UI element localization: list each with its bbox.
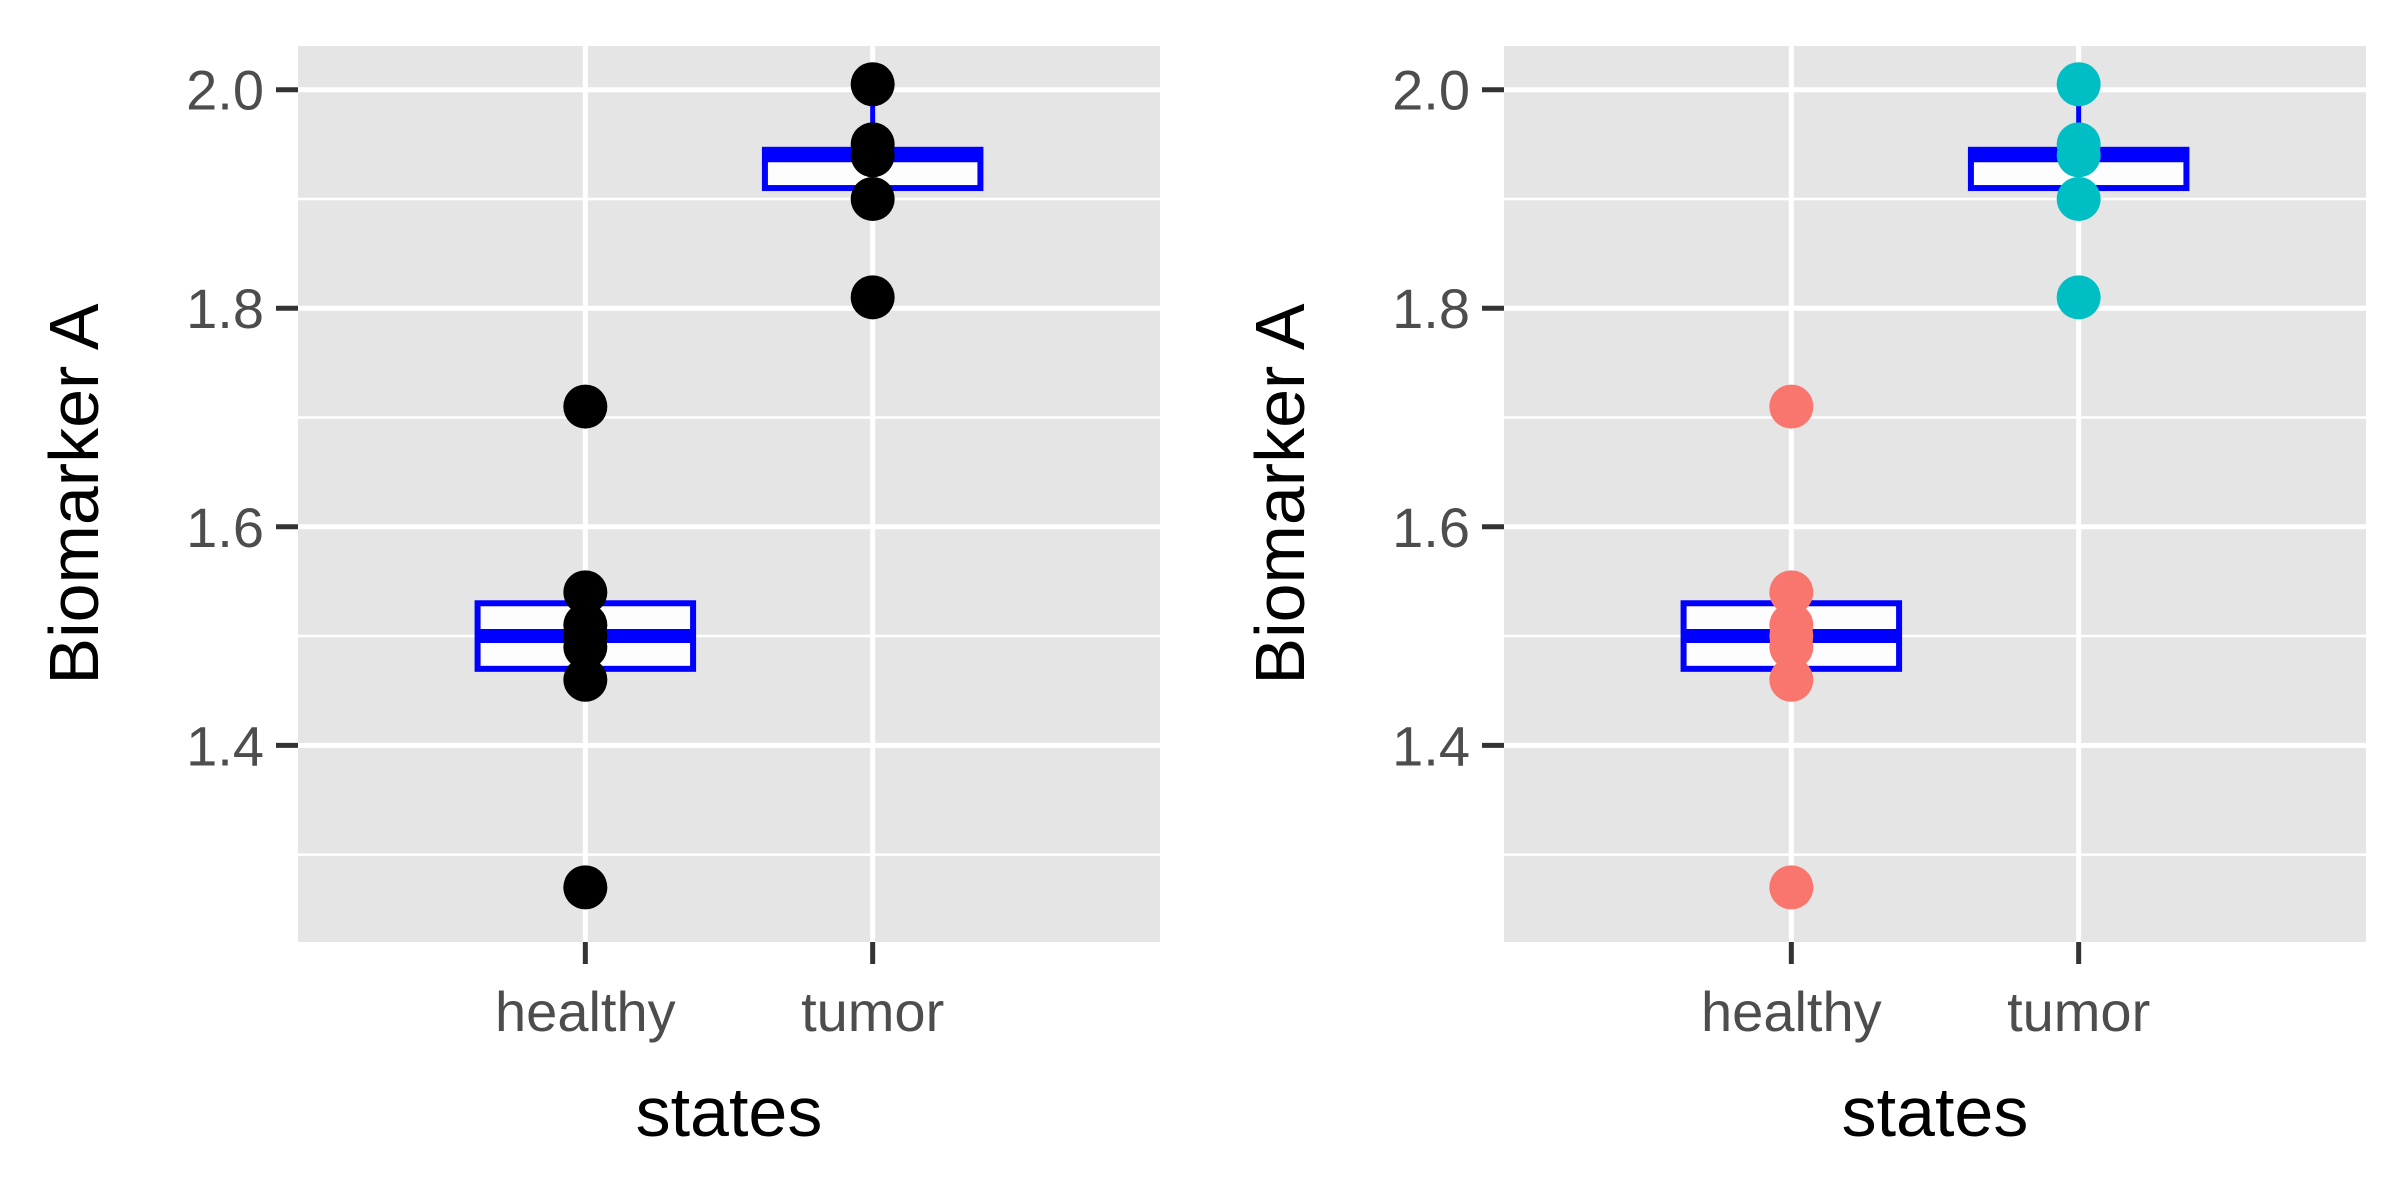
axes: 1.4 1.6 1.8 2.0 healthy tumor [186, 59, 944, 1043]
x-tick-label: healthy [495, 980, 676, 1043]
y-axis-title: Biomarker A [1241, 303, 1319, 685]
data-point-tumor [2056, 62, 2101, 107]
data-point-healthy [563, 570, 608, 615]
y-tick-label: 2.0 [1392, 59, 1470, 122]
data-point-tumor [850, 62, 895, 107]
panel-right: 1.4 1.6 1.8 2.0 healthy tumor states Biomarke… [1241, 46, 2366, 1151]
data-point-tumor [2056, 176, 2101, 221]
x-tick-label: tumor [801, 980, 944, 1043]
data-point-tumor [850, 275, 895, 320]
axes: 1.4 1.6 1.8 2.0 healthy tumor [1392, 59, 2150, 1043]
data-point-healthy [1769, 570, 1814, 615]
data-point-healthy [563, 624, 608, 669]
y-tick-label: 2.0 [186, 59, 264, 122]
y-axis-title: Biomarker A [35, 303, 113, 685]
y-tick-label: 1.6 [186, 496, 264, 559]
data-point-healthy [1769, 865, 1814, 910]
x-tick-label: healthy [1701, 980, 1882, 1043]
y-tick-label: 1.8 [1392, 277, 1470, 340]
data-point-healthy [1769, 624, 1814, 669]
data-point-tumor [850, 133, 895, 178]
x-axis-title: states [1842, 1073, 2029, 1151]
data-point-healthy [1769, 384, 1814, 429]
data-point-tumor [850, 176, 895, 221]
y-tick-label: 1.8 [186, 277, 264, 340]
y-tick-label: 1.4 [186, 714, 264, 777]
points [563, 62, 895, 910]
data-point-healthy [563, 865, 608, 910]
panel-left: 1.4 1.6 1.8 2.0 healthy tumor states Biomarke… [35, 46, 1160, 1151]
x-tick-label: tumor [2007, 980, 2150, 1043]
y-tick-label: 1.4 [1392, 714, 1470, 777]
y-tick-label: 1.6 [1392, 496, 1470, 559]
plot-background [298, 46, 1160, 942]
data-point-tumor [2056, 275, 2101, 320]
data-point-tumor [2056, 133, 2101, 178]
grid [298, 46, 1160, 942]
points [1769, 62, 2101, 910]
data-point-healthy [563, 384, 608, 429]
x-axis-title: states [636, 1073, 823, 1151]
plot-background [1504, 46, 2366, 942]
data-point-healthy [1769, 657, 1814, 702]
data-point-healthy [563, 657, 608, 702]
